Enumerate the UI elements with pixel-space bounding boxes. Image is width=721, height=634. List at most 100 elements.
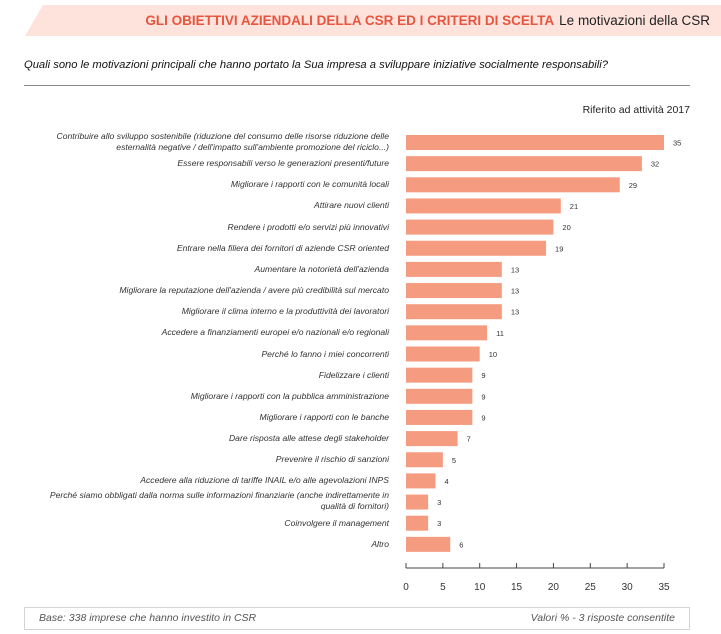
- category-label: Coinvolgere il management: [19, 518, 389, 529]
- category-label-line: Migliorare il clima interno e la produtt…: [181, 306, 389, 317]
- bar-value-label: 4: [444, 477, 448, 486]
- x-tick-label: 0: [403, 582, 409, 593]
- category-label: Altro: [19, 539, 389, 550]
- bar-value-label: 9: [481, 413, 485, 422]
- bar-value-label: 32: [651, 160, 659, 169]
- bar: [406, 219, 554, 235]
- bar-value-label: 29: [629, 181, 637, 190]
- bar: [406, 325, 488, 341]
- category-label: Migliorare i rapporti con le comunità lo…: [19, 179, 389, 190]
- category-label-line: Attirare nuovi clienti: [314, 200, 389, 211]
- bar-value-label: 10: [489, 350, 497, 359]
- bar: [406, 515, 429, 531]
- bar-value-label: 11: [496, 329, 504, 338]
- bar: [406, 494, 429, 510]
- category-label: Perché siamo obbligati dalla norma sulle…: [0, 490, 389, 512]
- category-label-line: Accedere a finanziamenti europei e/o naz…: [161, 327, 389, 338]
- category-label: Fidelizzare i clienti: [19, 370, 389, 381]
- x-tick-label: 30: [622, 582, 634, 593]
- category-label-line: Migliorare la reputazione dell'azienda /…: [119, 285, 389, 296]
- bar: [406, 536, 451, 552]
- bar-value-label: 35: [673, 139, 681, 148]
- category-label-line: Migliorare i rapporti con la pubblica am…: [190, 390, 389, 401]
- x-tick-label: 15: [511, 582, 523, 593]
- category-label-line: qualità di fornitori): [320, 501, 389, 512]
- category-label-line: Perché lo fanno i miei concorrenti: [261, 348, 389, 359]
- category-label-line: Contribuire allo sviluppo sostenibile (r…: [56, 130, 389, 141]
- bar: [406, 240, 547, 256]
- x-tick-label: 10: [474, 582, 486, 593]
- category-label-line: Prevenire il rischio di sanzioni: [275, 454, 389, 465]
- bar: [406, 156, 642, 172]
- category-label: Aumentare la notorietà dell'azienda: [19, 264, 389, 275]
- category-label-line: Migliorare i rapporti con le comunità lo…: [230, 179, 389, 190]
- category-label-line: Altro: [371, 538, 389, 549]
- bar: [406, 473, 436, 489]
- divider: [24, 85, 690, 86]
- bar-value-label: 9: [481, 392, 485, 401]
- x-tick-label: 5: [440, 582, 446, 593]
- category-label: Migliorare i rapporti con le banche: [19, 412, 389, 423]
- section-title: GLI OBIETTIVI AZIENDALI DELLA CSR ED I C…: [145, 13, 555, 28]
- bar: [406, 367, 473, 383]
- category-label: Migliorare il clima interno e la produtt…: [19, 306, 389, 317]
- reference-note: Riferito ad attività 2017: [582, 104, 690, 116]
- category-label: Essere responsabili verso le generazioni…: [19, 158, 389, 169]
- bar: [406, 346, 480, 362]
- bar-value-label: 6: [459, 540, 463, 549]
- category-label: Migliorare i rapporti con la pubblica am…: [19, 391, 389, 402]
- category-label: Rendere i prodotti e/o servizi più innov…: [19, 222, 389, 233]
- category-label: Perché lo fanno i miei concorrenti: [19, 349, 389, 360]
- bar-value-label: 21: [570, 202, 578, 211]
- category-label-line: Aumentare la notorietà dell'azienda: [254, 263, 389, 274]
- banner-shape: [25, 5, 721, 36]
- category-label-line: Coinvolgere il management: [284, 517, 389, 528]
- survey-question: Quali sono le motivazioni principali che…: [24, 59, 608, 71]
- category-label: Prevenire il rischio di sanzioni: [19, 454, 389, 465]
- category-label-line: Entrare nella filiera dei fornitori di a…: [176, 242, 389, 253]
- category-label-line: Dare risposta alle attese degli stakehol…: [228, 433, 389, 444]
- bar: [406, 409, 473, 425]
- bar-chart: 35 32 29 21 20 19 13 13 13 11 10 9 9 9 7 5 4 3 3 6 0 5 10 15 20 2…: [403, 135, 681, 593]
- bar-value-label: 13: [511, 265, 519, 274]
- category-label: Entrare nella filiera dei fornitori di a…: [19, 243, 389, 254]
- bar: [406, 135, 664, 150]
- bar-value-label: 3: [437, 498, 441, 507]
- section-subtitle: Le motivazioni della CSR: [559, 13, 710, 28]
- bar: [406, 283, 502, 299]
- banner-background: [25, 5, 721, 36]
- bar: [406, 304, 502, 320]
- bar-value-label: 19: [555, 244, 563, 253]
- bar: [406, 177, 620, 193]
- category-label-line: Rendere i prodotti e/o servizi più innov…: [227, 221, 389, 232]
- footer-base: Base: 338 imprese che hanno investito in…: [39, 612, 257, 624]
- footer-note: Valori % - 3 risposte consentite: [530, 612, 675, 624]
- category-label: Migliorare la reputazione dell'azienda /…: [19, 285, 389, 296]
- bar: [406, 261, 502, 277]
- category-label-line: Migliorare i rapporti con le banche: [259, 411, 389, 422]
- category-label: Contribuire allo sviluppo sostenibile (r…: [0, 131, 389, 153]
- category-label-line: Fidelizzare i clienti: [318, 369, 389, 380]
- bar-value-label: 7: [467, 435, 471, 444]
- category-label-line: Perché siamo obbligati dalla norma sulle…: [49, 490, 389, 501]
- category-label: Accedere a finanziamenti europei e/o naz…: [19, 327, 389, 338]
- x-tick-label: 35: [658, 582, 670, 593]
- bar-value-label: 9: [481, 371, 485, 380]
- bar: [406, 198, 561, 214]
- bar-value-label: 20: [562, 223, 570, 232]
- header-banner: GLI OBIETTIVI AZIENDALI DELLA CSR ED I C…: [25, 5, 721, 36]
- category-label-line: esternalità negative / dell'impatto sull…: [116, 141, 389, 152]
- category-label-line: Accedere alla riduzione di tariffe INAIL…: [140, 475, 389, 486]
- x-tick-label: 20: [548, 582, 560, 593]
- banner-text: GLI OBIETTIVI AZIENDALI DELLA CSR ED I C…: [145, 5, 710, 36]
- bar-value-label: 13: [511, 287, 519, 296]
- x-tick-label: 25: [585, 582, 597, 593]
- category-label: Attirare nuovi clienti: [19, 200, 389, 211]
- category-label: Dare risposta alle attese degli stakehol…: [19, 433, 389, 444]
- footer-box: Base: 338 imprese che hanno investito in…: [24, 607, 690, 630]
- bar: [406, 388, 473, 404]
- bar-value-label: 3: [437, 519, 441, 528]
- bar-value-label: 5: [452, 456, 456, 465]
- category-label-line: Essere responsabili verso le generazioni…: [177, 158, 389, 169]
- bar: [406, 431, 458, 447]
